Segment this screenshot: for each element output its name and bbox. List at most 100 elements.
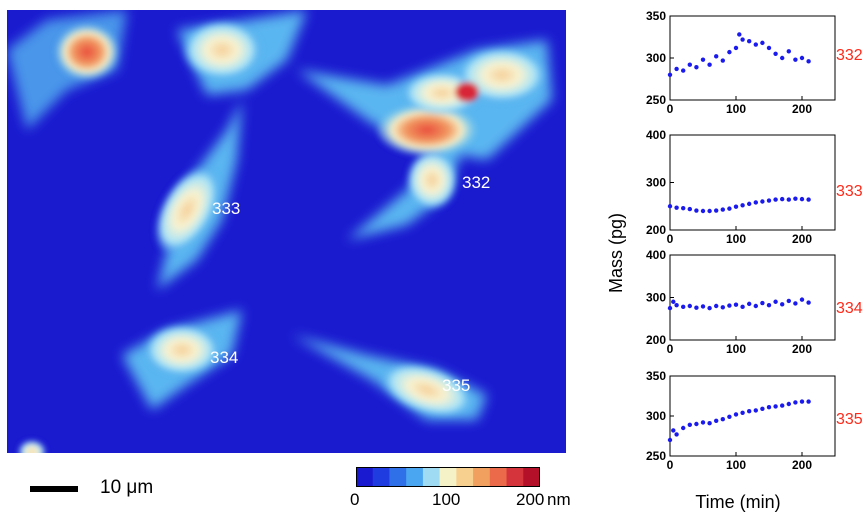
panel-335: 250 300 350 0 100 200 335 — [646, 369, 863, 472]
data-point — [687, 62, 692, 67]
data-point — [766, 405, 772, 410]
x-tick-label: 100 — [726, 458, 746, 472]
data-point — [786, 49, 791, 54]
panel-cell-id: 334 — [836, 300, 863, 317]
cell-thickness-map: 333 332 334 335 — [7, 10, 566, 453]
data-point — [667, 72, 673, 78]
data-point — [806, 399, 811, 404]
data-point — [747, 201, 752, 207]
y-tick-label: 300 — [646, 51, 666, 65]
data-point — [733, 412, 739, 417]
data-point — [707, 62, 712, 67]
data-point — [753, 303, 758, 309]
data-point — [760, 300, 765, 306]
x-tick-label: 200 — [792, 232, 812, 246]
data-point — [720, 207, 725, 212]
data-point — [747, 39, 752, 44]
data-point — [793, 301, 798, 306]
scale-bar-label: 10 μm — [100, 477, 154, 498]
x-tick-label: 100 — [726, 342, 746, 356]
data-point — [687, 422, 692, 427]
panel-frame — [669, 375, 836, 457]
data-point — [714, 54, 719, 59]
data-point — [681, 205, 686, 211]
colorbar-cell — [356, 467, 374, 487]
y-axis-title: Mass (pg) — [606, 213, 626, 293]
panel-frame — [669, 134, 836, 231]
scale-bar — [30, 486, 78, 492]
data-point — [740, 304, 745, 310]
data-point — [727, 303, 732, 308]
data-point — [707, 421, 712, 426]
colorbar-cell — [422, 467, 441, 487]
colorbar — [356, 467, 540, 487]
data-point — [740, 410, 745, 415]
data-point — [667, 437, 673, 443]
y-tick-label: 200 — [646, 333, 666, 347]
y-tick-label: 350 — [646, 369, 666, 383]
data-point — [740, 37, 745, 42]
data-point — [687, 303, 692, 309]
colorbar-unit: nm — [547, 490, 571, 509]
data-point — [799, 297, 805, 302]
data-point — [806, 59, 811, 64]
data-point — [806, 197, 811, 202]
y-tick-label: 200 — [646, 223, 666, 237]
data-point — [799, 196, 805, 202]
data-point — [780, 302, 785, 307]
data-point — [753, 200, 758, 205]
x-tick-label: 200 — [792, 342, 812, 356]
x-tick-label: 0 — [667, 232, 674, 246]
panel-333: 200 300 400 0 100 200 333 — [646, 128, 863, 246]
data-point — [760, 40, 765, 46]
data-point — [700, 208, 706, 214]
data-point — [727, 206, 732, 211]
panel-332: 250 300 350 0 100 200 332 — [646, 9, 863, 116]
colorbar-cell — [473, 467, 491, 487]
x-tick-label: 0 — [667, 102, 674, 116]
data-point — [786, 298, 791, 304]
data-point — [786, 401, 791, 407]
y-tick-label: 250 — [646, 93, 666, 107]
data-point — [780, 55, 785, 61]
data-point — [674, 66, 679, 72]
colorbar-cell — [389, 467, 407, 487]
data-point — [720, 305, 725, 310]
data-point — [766, 45, 772, 51]
colorbar-tick-0: 0 — [350, 490, 360, 509]
colorbar-cell — [523, 467, 540, 487]
data-point — [733, 204, 739, 209]
data-point — [671, 428, 676, 433]
data-point — [694, 65, 699, 70]
x-tick-label: 100 — [726, 102, 746, 116]
data-point — [714, 418, 719, 423]
data-point — [733, 302, 739, 307]
data-point — [793, 196, 798, 201]
data-point — [737, 32, 742, 37]
colorbar-cell — [456, 467, 474, 487]
data-point — [773, 51, 778, 56]
data-point — [720, 417, 725, 422]
data-point — [799, 399, 805, 404]
x-tick-label: 100 — [726, 232, 746, 246]
data-point — [714, 303, 719, 309]
data-point — [753, 42, 758, 47]
data-point — [773, 197, 778, 202]
data-point — [714, 208, 719, 213]
data-point — [793, 400, 798, 405]
colorbar-cell — [372, 467, 390, 487]
y-tick-label: 300 — [646, 176, 666, 190]
data-point — [671, 299, 676, 304]
data-point — [753, 408, 758, 413]
data-point — [700, 304, 706, 309]
colorbar-tick-200: 200 — [516, 490, 545, 509]
y-tick-label: 350 — [646, 9, 666, 23]
x-tick-label: 0 — [667, 342, 674, 356]
data-point — [681, 304, 686, 310]
data-point — [694, 421, 699, 427]
colorbar-tick-100: 100 — [432, 490, 461, 509]
data-point — [674, 205, 679, 210]
y-tick-label: 300 — [646, 291, 666, 305]
panel-cell-id: 333 — [836, 183, 863, 200]
